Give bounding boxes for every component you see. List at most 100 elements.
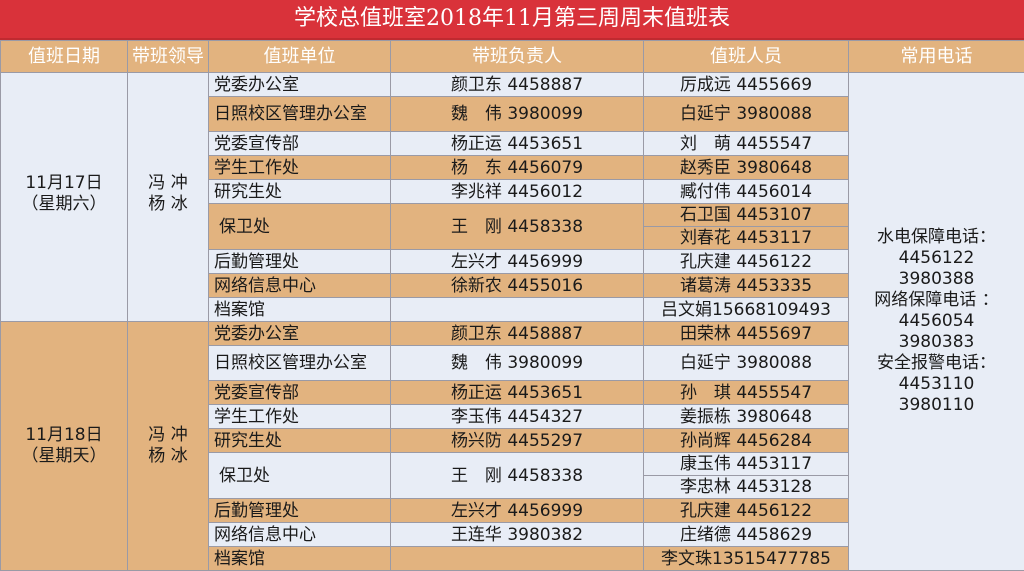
unit-cell: 日照校区管理办公室 bbox=[208, 345, 391, 381]
staff-cell: 赵秀臣 3980648 bbox=[643, 155, 849, 180]
phone-line: 3980383 bbox=[898, 332, 975, 352]
staff-cell: 石卫国 4453107 bbox=[643, 203, 849, 227]
table-row: 保卫处王 刚 4458338 石卫国 4453107 bbox=[1, 203, 1024, 250]
head-cell bbox=[390, 546, 644, 571]
head-cell: 左兴才 4456999 bbox=[390, 498, 644, 523]
table-row: 学生工作处杨 东 4456079 赵秀臣 3980648 bbox=[1, 155, 1024, 180]
head-cell: 颜卫东 4458887 bbox=[390, 72, 644, 97]
staff-cell: 孙尚辉 4456284 bbox=[643, 428, 849, 453]
table-row: 学生工作处 李玉伟 4454327 姜振栋 3980648 bbox=[1, 404, 1024, 429]
staff-cell: 白延宁 3980088 bbox=[643, 345, 849, 381]
staff-cell: 臧付伟 4456014 bbox=[643, 179, 849, 204]
phones-cell: 水电保障电话： 4456122 3980388 网络保障电话 ： 4456054 3980… bbox=[848, 72, 1024, 571]
staff-cell: 吕文娟15668109493 bbox=[643, 297, 849, 322]
head-cell: 王 刚 4458338 bbox=[390, 452, 644, 499]
table-row: 档案馆 李文珠13515477785 bbox=[1, 546, 1024, 571]
unit-cell: 研究生处 bbox=[208, 179, 391, 204]
header-unit: 值班单位 bbox=[208, 40, 391, 73]
head-cell: 魏 伟 3980099 bbox=[390, 345, 644, 381]
head-cell: 杨正运 4453651 bbox=[390, 380, 644, 405]
head-cell: 李玉伟 4454327 bbox=[390, 404, 644, 429]
table-row: 党委宣传部 杨正运 4453651 孙 琪 4455547 bbox=[1, 380, 1024, 405]
table-row: 后勤管理处 左兴才 4456999 孔庆建 4456122 bbox=[1, 249, 1024, 274]
table-row: 保卫处王 刚 4458338 康玉伟 4453117 bbox=[1, 452, 1024, 499]
leader-name: 杨 冰 bbox=[148, 194, 188, 214]
date-text: 11月17日 bbox=[25, 173, 103, 193]
table-row: 网络信息中心 徐新农 4455016 诸葛涛 4453335 bbox=[1, 273, 1024, 298]
header-leader: 带班领导 bbox=[127, 40, 209, 73]
unit-cell: 档案馆 bbox=[208, 546, 391, 571]
head-cell: 杨 东 4456079 bbox=[390, 155, 644, 180]
unit-cell: 党委办公室 bbox=[208, 321, 391, 346]
phone-line: 4456054 bbox=[898, 311, 975, 331]
phone-line: 3980110 bbox=[898, 395, 975, 415]
unit-cell: 学生工作处 bbox=[208, 155, 391, 180]
staff-cell: 李忠林 4453128 bbox=[643, 475, 849, 499]
phone-line: 4453110 bbox=[898, 374, 975, 394]
head-cell: 左兴才 4456999 bbox=[390, 249, 644, 274]
phone-line: 安全报警电话： bbox=[877, 353, 996, 373]
table-row: 11月17日 （星期六）冯 冲杨 冰党委办公室 颜卫东 4458887 厉成远 445… bbox=[0, 72, 1024, 571]
header-staff: 值班人员 bbox=[643, 40, 849, 73]
staff-cell: 田荣林 4455697 bbox=[643, 321, 849, 346]
staff-cell: 李文珠13515477785 bbox=[643, 546, 849, 571]
head-cell bbox=[390, 297, 644, 322]
unit-cell: 保卫处 bbox=[208, 203, 391, 250]
date-cell: 11月17日 （星期六） bbox=[0, 72, 128, 322]
header-row: 值班日期 带班领导 值班单位 带班负责人 值班人员 常用电话 bbox=[0, 40, 1024, 73]
page-title: 学校总值班室2018年11月第三周周末值班表 bbox=[0, 0, 1024, 40]
header-date: 值班日期 bbox=[0, 40, 128, 73]
head-cell: 杨正运 4453651 bbox=[390, 131, 644, 156]
leader-name: 冯 冲 bbox=[148, 425, 188, 445]
unit-cell: 网络信息中心 bbox=[208, 273, 391, 298]
head-cell: 杨兴防 4455297 bbox=[390, 428, 644, 453]
table-row: 党委宣传部 杨正运 4453651 刘 萌 4455547 bbox=[1, 131, 1024, 156]
phone-line: 3980388 bbox=[898, 269, 975, 289]
head-cell: 魏 伟 3980099 bbox=[390, 96, 644, 132]
staff-cell: 庄绪德 4458629 bbox=[643, 522, 849, 547]
staff-cell: 孔庆建 4456122 bbox=[643, 498, 849, 523]
unit-cell: 党委办公室 bbox=[208, 72, 391, 97]
head-cell: 王连华 3980382 bbox=[390, 522, 644, 547]
leader-name: 杨 冰 bbox=[148, 446, 188, 466]
staff-cell: 刘春花 4453117 bbox=[643, 226, 849, 250]
head-cell: 王 刚 4458338 bbox=[390, 203, 644, 250]
unit-cell: 后勤管理处 bbox=[208, 498, 391, 523]
leader-cell: 冯 冲杨 冰 bbox=[127, 321, 209, 571]
weekday-text: （星期六） bbox=[21, 194, 107, 214]
unit-cell: 日照校区管理办公室 bbox=[208, 96, 391, 132]
unit-cell: 网络信息中心 bbox=[208, 522, 391, 547]
header-phones: 常用电话 bbox=[848, 40, 1024, 73]
table-row: 后勤管理处 左兴才 4456999 孔庆建 4456122 bbox=[1, 498, 1024, 523]
staff-cell: 康玉伟 4453117 bbox=[643, 452, 849, 476]
table-row: 日照校区管理办公室魏 伟 3980099 白延宁 3980088 bbox=[1, 96, 1024, 132]
unit-cell: 党委宣传部 bbox=[208, 380, 391, 405]
unit-cell: 研究生处 bbox=[208, 428, 391, 453]
table-row: 李忠林 4453128 bbox=[1, 475, 1024, 499]
date-text: 11月18日 bbox=[25, 425, 103, 445]
staff-cell: 姜振栋 3980648 bbox=[643, 404, 849, 429]
staff-cell: 诸葛涛 4453335 bbox=[643, 273, 849, 298]
phone-line: 4456122 bbox=[898, 248, 975, 268]
duty-table: 值班日期 带班领导 值班单位 带班负责人 值班人员 常用电话 11月17日 （星期… bbox=[0, 40, 1024, 571]
phone-line: 网络保障电话 ： bbox=[874, 290, 999, 310]
unit-cell: 档案馆 bbox=[208, 297, 391, 322]
weekday-text: （星期天） bbox=[21, 446, 107, 466]
head-cell: 颜卫东 4458887 bbox=[390, 321, 644, 346]
unit-cell: 保卫处 bbox=[208, 452, 391, 499]
table-row: 研究生处 李兆祥 4456012 臧付伟 4456014 bbox=[1, 179, 1024, 204]
leader-name: 冯 冲 bbox=[148, 173, 188, 193]
date-cell: 11月18日 （星期天） bbox=[0, 321, 128, 571]
staff-cell: 白延宁 3980088 bbox=[643, 96, 849, 132]
unit-cell: 后勤管理处 bbox=[208, 249, 391, 274]
staff-cell: 厉成远 4455669 bbox=[643, 72, 849, 97]
staff-cell: 刘 萌 4455547 bbox=[643, 131, 849, 156]
phone-line: 水电保障电话： bbox=[877, 227, 996, 247]
staff-cell: 孔庆建 4456122 bbox=[643, 249, 849, 274]
table-row: 档案馆 吕文娟15668109493 bbox=[1, 297, 1024, 322]
unit-cell: 党委宣传部 bbox=[208, 131, 391, 156]
table-row: 研究生处 杨兴防 4455297 孙尚辉 4456284 bbox=[1, 428, 1024, 453]
head-cell: 李兆祥 4456012 bbox=[390, 179, 644, 204]
staff-cell: 孙 琪 4455547 bbox=[643, 380, 849, 405]
head-cell: 徐新农 4455016 bbox=[390, 273, 644, 298]
